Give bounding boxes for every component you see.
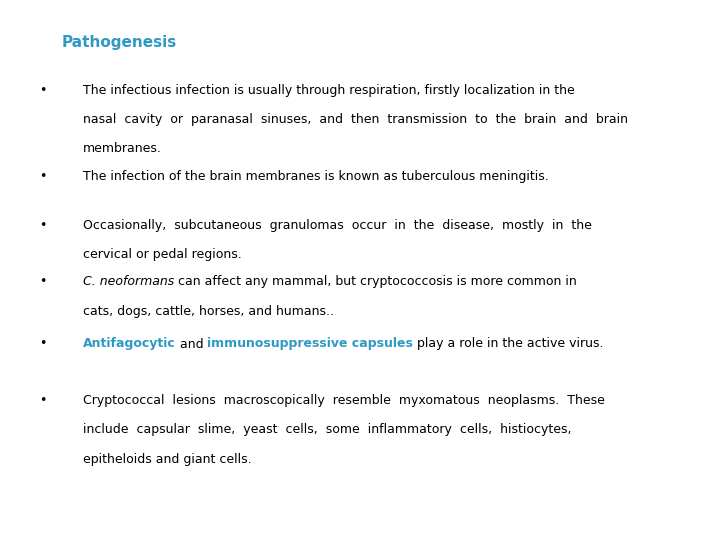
- Text: Cryptococcal  lesions  macroscopically  resemble  myxomatous  neoplasms.  These: Cryptococcal lesions macroscopically res…: [83, 394, 605, 407]
- Text: immunosuppressive capsules: immunosuppressive capsules: [207, 338, 413, 350]
- Text: cervical or pedal regions.: cervical or pedal regions.: [83, 248, 241, 261]
- Text: Antifagocytic: Antifagocytic: [83, 338, 176, 350]
- Text: Pathogenesis: Pathogenesis: [61, 35, 176, 50]
- Text: •: •: [40, 84, 47, 97]
- Text: nasal  cavity  or  paranasal  sinuses,  and  then  transmission  to  the  brain : nasal cavity or paranasal sinuses, and t…: [83, 113, 628, 126]
- Text: •: •: [40, 394, 47, 407]
- Text: •: •: [40, 170, 47, 183]
- Text: The infection of the brain membranes is known as tuberculous meningitis.: The infection of the brain membranes is …: [83, 170, 549, 183]
- Text: cats, dogs, cattle, horses, and humans..: cats, dogs, cattle, horses, and humans..: [83, 305, 334, 318]
- Text: •: •: [40, 275, 47, 288]
- Text: epitheloids and giant cells.: epitheloids and giant cells.: [83, 453, 251, 465]
- Text: play a role in the active virus.: play a role in the active virus.: [413, 338, 603, 350]
- Text: and: and: [176, 338, 207, 350]
- Text: can affect any mammal, but cryptococcosis is more common in: can affect any mammal, but cryptococcosi…: [174, 275, 577, 288]
- Text: include  capsular  slime,  yeast  cells,  some  inflammatory  cells,  histiocyte: include capsular slime, yeast cells, som…: [83, 423, 571, 436]
- Text: •: •: [40, 219, 47, 232]
- Text: C. neoformans: C. neoformans: [83, 275, 174, 288]
- Text: •: •: [40, 338, 47, 350]
- Text: The infectious infection is usually through respiration, firstly localization in: The infectious infection is usually thro…: [83, 84, 575, 97]
- Text: Occasionally,  subcutaneous  granulomas  occur  in  the  disease,  mostly  in  t: Occasionally, subcutaneous granulomas oc…: [83, 219, 592, 232]
- Text: membranes.: membranes.: [83, 142, 162, 155]
